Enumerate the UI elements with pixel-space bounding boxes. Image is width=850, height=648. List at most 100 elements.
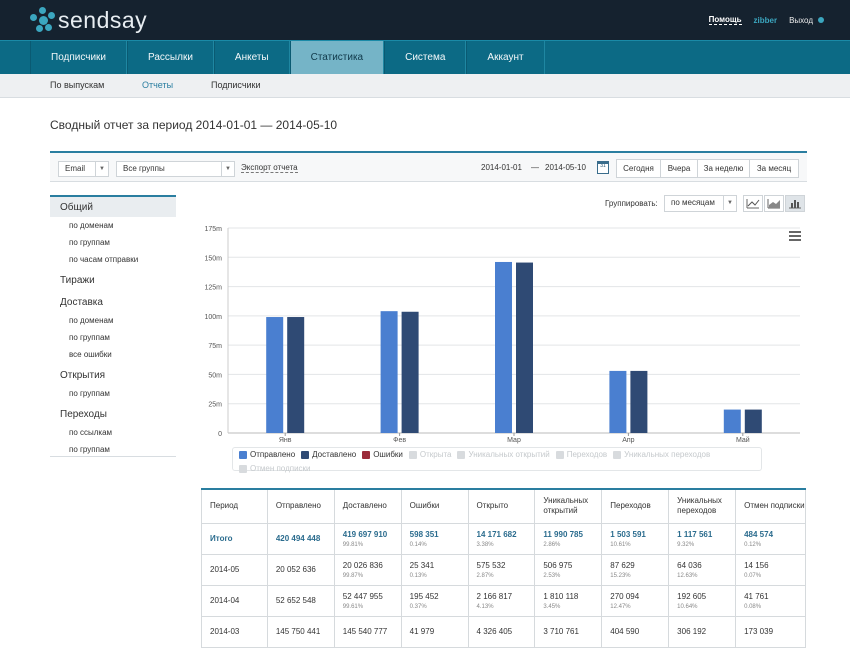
legend-item[interactable]: Ошибки (362, 450, 403, 460)
cell-value: 4 326 405 (476, 627, 513, 636)
subnav-by-issues[interactable]: По выпускам (50, 80, 105, 90)
cell-value: 14 171 682 (476, 529, 517, 539)
legend-item[interactable]: Отправлено (239, 450, 295, 460)
main-tab[interactable]: Статистика (289, 41, 385, 74)
column-header[interactable]: Переходов (601, 488, 670, 524)
main-tab[interactable]: Анкеты (213, 41, 290, 74)
line-chart-button[interactable] (743, 195, 763, 212)
bar-Доставлено[interactable] (630, 370, 648, 433)
column-header[interactable]: Уникальных переходов (668, 488, 737, 524)
cell-value: 20 026 836 (342, 560, 383, 570)
y-tick-label: 75m (208, 343, 222, 350)
bar-Доставлено[interactable] (516, 262, 533, 433)
user-link[interactable]: zibber (753, 15, 778, 25)
sidebar-section[interactable]: Доставка (60, 297, 103, 308)
column-header[interactable]: Ошибки (400, 488, 469, 524)
chart-legend: Отправлено Доставлено Ошибки Открыта Уникаль… (232, 447, 762, 474)
value-cell: 25 341 0.13% (400, 553, 469, 586)
bar-Отправлено[interactable] (609, 370, 627, 433)
today-button[interactable]: Сегодня (616, 159, 661, 178)
bar-Доставлено[interactable] (744, 409, 762, 433)
date-from[interactable]: 2014-01-01 (481, 163, 522, 172)
cell-value: 52 447 955 (342, 591, 383, 601)
sendsay-logo-icon[interactable] (30, 7, 56, 33)
y-tick-label: 150m (204, 255, 222, 262)
chart-menu-icon[interactable] (789, 231, 801, 241)
legend-label: Отправлено (250, 450, 296, 459)
sidebar-subitem[interactable]: по доменам (69, 221, 114, 230)
table-header-row: Период Отправлено Доставлено Ошибки Открыто У… (201, 488, 806, 524)
cell-percent: 0.13% (409, 572, 427, 579)
column-header[interactable]: Отправлено (266, 488, 335, 524)
sidebar-subitem[interactable]: по доменам (69, 316, 114, 325)
value-cell: 419 697 910 99.81% (333, 522, 402, 555)
subnav-subscribers[interactable]: Подписчики (211, 80, 261, 90)
grouping-select[interactable]: по месяцам ▼ (664, 195, 737, 212)
main-tab[interactable]: Подписчики (30, 41, 128, 74)
week-button[interactable]: За неделю (697, 159, 750, 178)
cell-value: 598 351 (409, 529, 439, 539)
column-header[interactable]: Период (201, 488, 268, 524)
main-tab[interactable]: Рассылки (127, 41, 214, 74)
value-cell: 11 990 785 2.86% (534, 522, 603, 555)
bar-Отправлено[interactable] (723, 409, 741, 433)
column-header[interactable]: Отмен подписки (735, 488, 806, 524)
sidebar-active-highlight (50, 195, 176, 217)
channel-select[interactable]: Email ▼ (58, 161, 109, 177)
calendar-icon[interactable]: 31 (597, 161, 609, 174)
sidebar-subitem[interactable]: по ссылкам (69, 428, 113, 437)
cell-value: 173 039 (744, 627, 774, 636)
bar-Отправлено[interactable] (380, 311, 398, 433)
sidebar-section[interactable]: Открытия (60, 370, 106, 381)
value-cell: 14 156 0.07% (735, 553, 806, 586)
month-button[interactable]: За месяц (749, 159, 799, 178)
yesterday-button[interactable]: Вчера (660, 159, 698, 178)
legend-label: Доставлено (312, 450, 357, 459)
value-cell: 52 447 955 99.61% (333, 584, 402, 617)
sidebar-subitem[interactable]: по группам (69, 389, 110, 398)
bar-Доставлено[interactable] (401, 311, 419, 433)
sidebar-section[interactable]: Общий (60, 202, 93, 213)
bar-chart-button[interactable] (785, 195, 805, 212)
bar-Отправлено[interactable] (266, 317, 284, 433)
chevron-down-icon: ▼ (221, 162, 234, 176)
page-title: Сводный отчет за период 2014-01-01 — 201… (50, 118, 338, 132)
legend-item[interactable]: Уникальных открытий (457, 450, 550, 460)
legend-item[interactable]: Переходов (555, 450, 607, 460)
sidebar-subitem[interactable]: по группам (69, 333, 110, 342)
sidebar-section[interactable]: Переходы (60, 409, 107, 420)
date-to[interactable]: 2014-05-10 (545, 163, 586, 172)
sidebar-subitem[interactable]: все ошибки (69, 350, 112, 359)
help-link[interactable]: Помощь (708, 15, 742, 25)
subnav-reports[interactable]: Отчеты (142, 80, 174, 90)
column-header[interactable]: Уникальных открытий (534, 488, 603, 524)
logout-link[interactable]: Выход (789, 16, 824, 25)
bar-Отправлено[interactable] (495, 261, 512, 433)
legend-label: Уникальных открытий (468, 450, 550, 459)
sidebar-subitem[interactable]: по группам (69, 238, 110, 247)
table-row: 2014-05 20 052 636 20 026 836 99.87% 25 341 0… (201, 553, 806, 586)
x-tick-label: Мар (507, 437, 521, 444)
sidebar-subitem[interactable]: по группам (69, 445, 110, 454)
bar-Доставлено[interactable] (287, 317, 305, 433)
main-tab[interactable]: Аккаунт (466, 41, 545, 74)
main-tab[interactable]: Система (384, 41, 467, 74)
sidebar-section[interactable]: Тиражи (60, 275, 95, 286)
brand-name[interactable]: sendsay (58, 7, 148, 33)
legend-item[interactable]: Открыта (408, 450, 451, 460)
cell-percent: 99.61% (342, 603, 364, 610)
legend-item[interactable]: Уникальных переходов (613, 450, 710, 460)
value-cell: 4 326 405 (467, 615, 536, 648)
sidebar-subitem[interactable]: по часам отправки (69, 255, 139, 264)
legend-item[interactable]: Доставлено (301, 450, 356, 460)
bar-chart-icon (789, 200, 801, 209)
export-report-link[interactable]: Экспорт отчета (241, 163, 298, 173)
area-chart-button[interactable] (764, 195, 784, 212)
legend-item[interactable]: Отмен подписки (239, 464, 311, 474)
column-header[interactable]: Доставлено (333, 488, 402, 524)
groups-select[interactable]: Все группы ▼ (116, 161, 235, 177)
cell-percent: 0.07% (744, 572, 762, 579)
column-header[interactable]: Открыто (467, 488, 536, 524)
period-cell: 2014-05 (201, 553, 268, 586)
cell-value: 1 117 561 (677, 529, 713, 539)
